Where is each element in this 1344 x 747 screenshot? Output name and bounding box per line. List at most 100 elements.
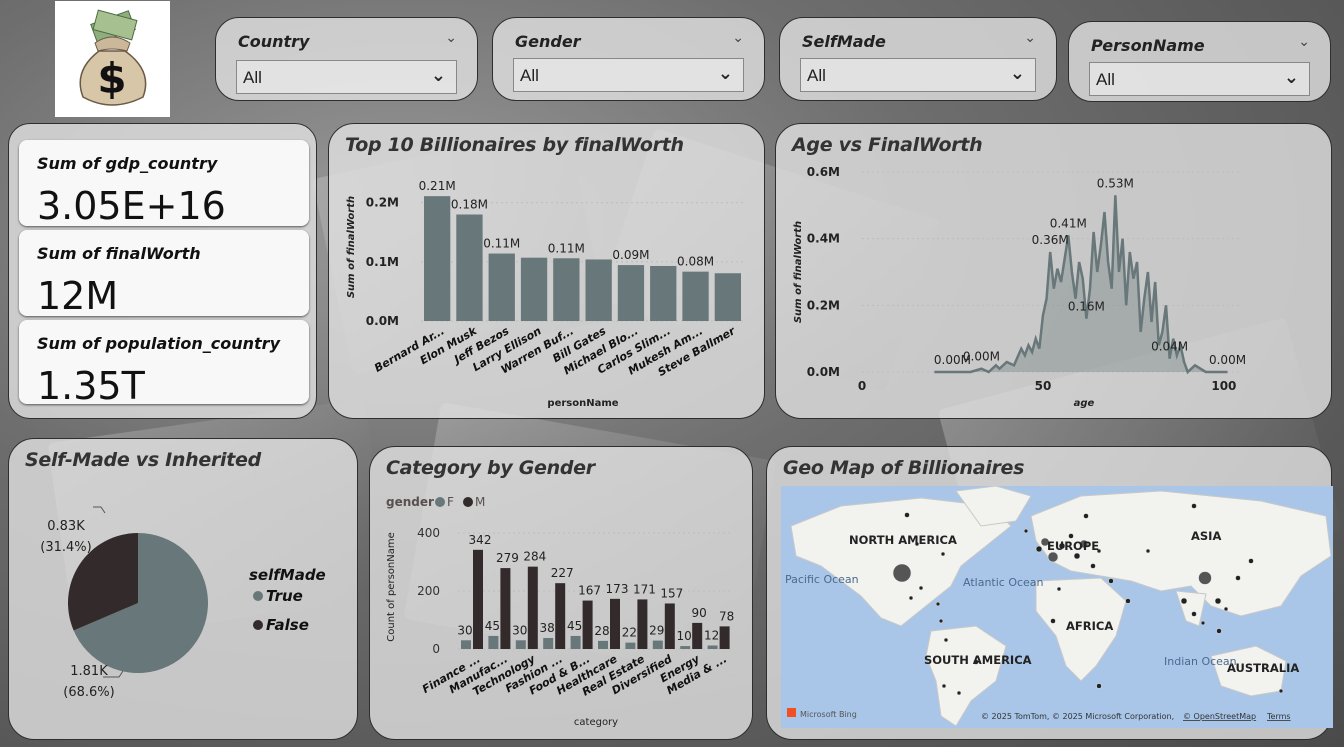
map-point[interactable] [1023, 528, 1029, 534]
map-point[interactable] [1050, 618, 1056, 624]
bar[interactable] [424, 196, 451, 321]
bar[interactable] [488, 253, 515, 321]
bar[interactable] [500, 568, 511, 649]
bar[interactable] [637, 599, 648, 649]
bar[interactable] [520, 257, 548, 321]
bar[interactable] [617, 265, 645, 321]
leader-line[interactable] [93, 506, 106, 514]
country-dropdown[interactable]: All ⌄ [236, 60, 457, 94]
map-point-china[interactable] [1198, 571, 1212, 585]
map-point[interactable] [973, 659, 979, 665]
bar[interactable] [682, 271, 709, 321]
legend-marker[interactable] [253, 620, 263, 630]
category-chart-panel[interactable]: Category by Gender gender F M 0 200 400 30 342 F… [369, 446, 753, 740]
world-map[interactable]: NORTH AMERICA EUROPE ASIA AFRICA SOUTH A… [781, 486, 1333, 728]
map-point[interactable] [918, 585, 924, 591]
chevron-down-icon[interactable]: ⌄ [1298, 34, 1310, 50]
map-point[interactable] [1096, 548, 1102, 554]
map-point[interactable] [1073, 552, 1081, 560]
map-point-europe[interactable] [1047, 551, 1059, 563]
selfmade-pie-panel[interactable]: Self-Made vs Inherited 1.81K (68.6%) 0.83K… [8, 438, 358, 740]
map-point-europe[interactable] [1079, 539, 1089, 549]
bar[interactable] [555, 583, 566, 649]
map-point[interactable] [1200, 620, 1206, 626]
map-point[interactable] [1180, 597, 1188, 605]
map-point[interactable] [938, 618, 944, 624]
kpi-card-gdp[interactable]: Sum of gdp_country 3.05E+16 [19, 140, 309, 228]
country-slicer[interactable]: Country ⌄ All ⌄ [215, 17, 478, 101]
chevron-down-icon[interactable]: ⌄ [430, 65, 446, 86]
bar[interactable] [456, 214, 483, 322]
map-point[interactable] [1191, 611, 1197, 617]
map-point[interactable] [1068, 533, 1074, 539]
map-point[interactable] [1096, 683, 1102, 689]
chevron-down-icon[interactable]: ⌄ [445, 30, 457, 46]
bar[interactable] [473, 549, 483, 649]
bar[interactable] [515, 640, 526, 649]
geo-map-panel[interactable]: Geo Map of Billionaires [766, 446, 1333, 740]
bar[interactable] [650, 265, 677, 321]
map-point[interactable] [1145, 548, 1151, 554]
map-point[interactable] [940, 551, 946, 557]
leader-line[interactable] [103, 670, 124, 678]
map-point[interactable] [956, 690, 962, 696]
map-point[interactable] [914, 541, 920, 547]
map-point[interactable] [1278, 688, 1284, 694]
map-point[interactable] [1035, 545, 1043, 553]
terms-link[interactable]: Terms [1266, 712, 1291, 721]
map-point[interactable] [1056, 586, 1062, 592]
age-area-chart[interactable]: 0.0M0.2M0.4M0.6M0 50 1000.00M0.00M0.36M0.4… [776, 124, 1333, 420]
bar[interactable] [527, 566, 538, 649]
personname-dropdown[interactable]: All ⌄ [1089, 62, 1310, 96]
gender-slicer[interactable]: Gender ⌄ All ⌄ [492, 17, 765, 101]
chevron-down-icon[interactable]: ⌄ [1024, 30, 1036, 46]
bar[interactable] [625, 642, 636, 649]
pie-slice[interactable] [73, 533, 208, 673]
kpi-card-population[interactable]: Sum of population_country 1.35T [19, 320, 309, 408]
bar[interactable] [543, 637, 554, 649]
selfmade-dropdown[interactable]: All ⌄ [800, 58, 1036, 92]
chevron-down-icon[interactable]: ⌄ [732, 30, 744, 46]
top10-chart-panel[interactable]: Top 10 Billionaires by finalWorth 0.0M 0.… [328, 123, 765, 419]
bar[interactable] [488, 635, 499, 649]
map-point[interactable] [904, 512, 910, 518]
bar[interactable] [707, 645, 718, 649]
map-point[interactable] [943, 637, 949, 643]
personname-slicer[interactable]: PersonName ⌄ All ⌄ [1068, 21, 1331, 102]
legend-marker[interactable] [253, 591, 263, 601]
bar[interactable] [582, 600, 593, 649]
map-point[interactable] [1125, 598, 1131, 604]
selfmade-slicer[interactable]: SelfMade ⌄ All ⌄ [779, 17, 1057, 101]
bar[interactable] [692, 622, 703, 649]
map-point[interactable] [935, 601, 941, 607]
kpi-card-finalworth[interactable]: Sum of finalWorth 12M [19, 230, 309, 318]
bar[interactable] [652, 640, 663, 649]
series-line[interactable] [934, 195, 1228, 375]
bar[interactable] [664, 603, 675, 649]
map-point[interactable] [1058, 542, 1066, 550]
age-chart-panel[interactable]: Age vs FinalWorth 0.0M 0.2M 0.4M 0.6M 0 50 100… [775, 123, 1332, 419]
bar[interactable] [598, 640, 608, 649]
gender-dropdown[interactable]: All ⌄ [513, 58, 744, 92]
map-point[interactable] [1223, 606, 1229, 612]
map-point[interactable] [941, 683, 947, 689]
selfmade-pie-chart[interactable]: 1.81K (68.6%) 0.83K (31.4%) selfMade True Fals… [9, 439, 359, 741]
bar[interactable] [719, 626, 730, 649]
bar[interactable] [714, 273, 741, 321]
bar[interactable] [461, 640, 471, 649]
map-point[interactable] [1083, 513, 1089, 519]
map-point[interactable] [1235, 575, 1241, 581]
map-point[interactable] [1090, 563, 1096, 569]
map-point[interactable] [1248, 558, 1254, 564]
map-point-europe[interactable] [1040, 537, 1050, 547]
bar[interactable] [553, 258, 580, 321]
osm-link[interactable]: © OpenStreetMap [1183, 712, 1256, 721]
map-point[interactable] [1216, 628, 1222, 634]
map-point[interactable] [1108, 578, 1114, 584]
pie-slice[interactable] [68, 533, 138, 631]
legend-marker[interactable] [463, 497, 473, 507]
chevron-down-icon[interactable]: ⌄ [717, 63, 733, 84]
bar[interactable] [680, 646, 691, 649]
